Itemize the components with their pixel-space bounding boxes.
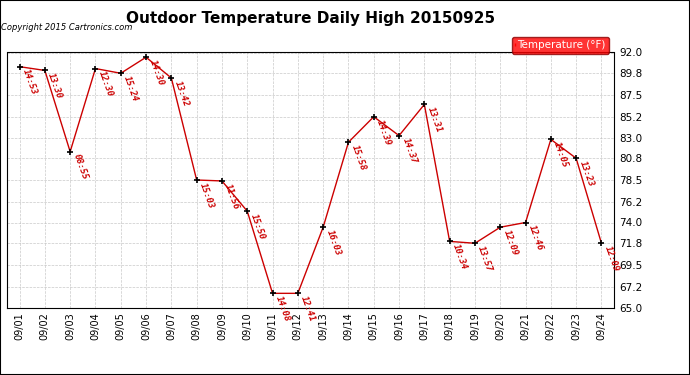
Text: 10:34: 10:34 — [451, 243, 469, 271]
Text: 14:30: 14:30 — [148, 58, 165, 87]
Text: 16:03: 16:03 — [324, 229, 342, 257]
Text: 08:55: 08:55 — [72, 153, 89, 182]
Text: 12:09: 12:09 — [603, 244, 620, 273]
Text: 15:03: 15:03 — [198, 182, 216, 210]
Text: Outdoor Temperature Daily High 20150925: Outdoor Temperature Daily High 20150925 — [126, 11, 495, 26]
Text: 14:08: 14:08 — [274, 295, 292, 323]
Text: 11:56: 11:56 — [224, 182, 241, 211]
Text: 15:58: 15:58 — [350, 144, 368, 172]
Text: 12:30: 12:30 — [97, 70, 115, 98]
Text: 14:53: 14:53 — [21, 68, 39, 96]
Text: 13:42: 13:42 — [172, 80, 190, 108]
Text: 14:05: 14:05 — [552, 141, 570, 169]
Text: Copyright 2015 Cartronics.com: Copyright 2015 Cartronics.com — [1, 23, 132, 32]
Text: 14:39: 14:39 — [375, 118, 393, 147]
Text: 13:23: 13:23 — [578, 160, 595, 188]
Text: 15:24: 15:24 — [122, 75, 140, 103]
Text: 13:30: 13:30 — [46, 72, 64, 100]
Legend: Temperature (°F): Temperature (°F) — [512, 37, 609, 54]
Text: 12:09: 12:09 — [502, 229, 520, 257]
Text: 15:50: 15:50 — [248, 213, 266, 241]
Text: 13:57: 13:57 — [476, 244, 494, 273]
Text: 14:37: 14:37 — [400, 137, 418, 165]
Text: 12:46: 12:46 — [527, 224, 544, 252]
Text: 13:31: 13:31 — [426, 106, 444, 134]
Text: 12:41: 12:41 — [299, 295, 317, 323]
